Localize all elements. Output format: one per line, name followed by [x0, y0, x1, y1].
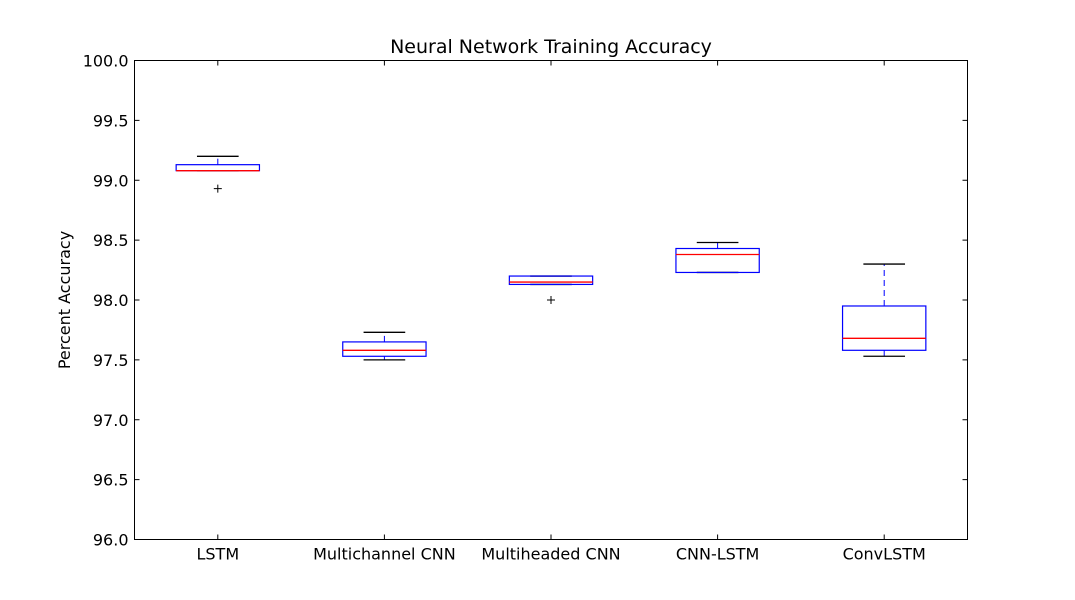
- outlier-marker: [213, 184, 222, 193]
- y-tick-label: 100.0: [83, 52, 129, 71]
- x-tick-label: LSTM: [196, 545, 239, 564]
- x-tick-label: Multiheaded CNN: [481, 545, 620, 564]
- x-tick-label: CNN-LSTM: [676, 545, 760, 564]
- y-axis-label: Percent Accuracy: [55, 231, 74, 369]
- y-tick-label: 96.5: [93, 471, 129, 490]
- box: [342, 341, 427, 357]
- chart-title: Neural Network Training Accuracy: [390, 36, 712, 58]
- x-tick-label: Multichannel CNN: [313, 545, 456, 564]
- box: [675, 247, 760, 274]
- plot-frame: [134, 60, 968, 540]
- box: [841, 305, 927, 351]
- outlier-marker: [547, 296, 555, 304]
- y-tick-label: 97.0: [93, 411, 129, 430]
- x-tick-label: ConvLSTM: [843, 545, 926, 564]
- y-tick-label: 98.0: [93, 291, 129, 310]
- y-tick-label: 97.5: [93, 351, 129, 370]
- y-tick-label: 96.0: [93, 531, 129, 550]
- y-tick-label: 98.5: [93, 231, 129, 250]
- y-tick-label: 99.5: [93, 111, 129, 130]
- box: [508, 275, 594, 286]
- box: [175, 164, 261, 172]
- y-tick-label: 99.0: [93, 171, 129, 190]
- plot-area: 96.0 96.5 97.0 97.5 98.0 98.5 99.0 99.5 100.0 LST…: [83, 52, 968, 564]
